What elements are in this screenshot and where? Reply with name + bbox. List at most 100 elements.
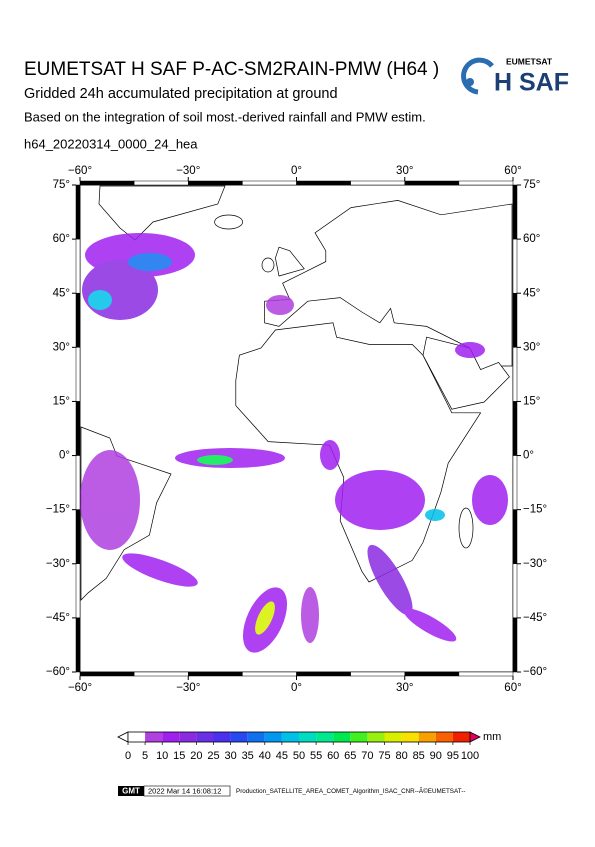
frame-segment [133, 180, 189, 186]
frame-segment [296, 180, 351, 186]
lon-label: 0° [291, 165, 302, 177]
color-bin [213, 732, 231, 742]
frame-segment [512, 509, 518, 565]
file-id: h64_20220314_0000_24_hea [24, 136, 198, 151]
lat-label: 30° [523, 341, 540, 353]
frame-segment [188, 671, 243, 677]
frame-segment [75, 455, 81, 510]
rain-area [472, 475, 508, 525]
lon-label: −30° [176, 682, 200, 694]
colorbar-label: 70 [361, 750, 373, 762]
frame-segment [75, 292, 81, 348]
color-bin [247, 732, 265, 742]
color-bin [128, 732, 146, 742]
frame-segment [512, 184, 518, 240]
frame-segment [350, 671, 405, 677]
rain-area [335, 470, 425, 530]
lat-label: −15° [46, 504, 70, 516]
rain-area [320, 440, 340, 470]
rain-area [255, 601, 275, 635]
rain-area [197, 455, 233, 465]
lon-label: −60° [68, 165, 92, 177]
arabia [422, 336, 510, 410]
color-bin [367, 732, 385, 742]
frame-segment [75, 238, 81, 294]
rain-area [122, 553, 198, 587]
colorbar-label: 30 [224, 750, 236, 762]
logo-dot [466, 78, 474, 86]
lat-label: 60° [53, 233, 70, 245]
colorbar-label: 15 [173, 750, 185, 762]
lat-label: 0° [59, 450, 70, 462]
title: EUMETSAT H SAF P-AC-SM2RAIN-PMW (H64 ) [24, 59, 439, 80]
logo-background [452, 45, 582, 105]
color-bin [145, 732, 163, 742]
timestamp-box [143, 785, 231, 797]
lat-label: 75° [53, 179, 70, 191]
colorbar-label: 85 [413, 750, 425, 762]
colorbar-label: 55 [310, 750, 322, 762]
frame-segment [512, 401, 518, 456]
frame-segment [242, 671, 297, 677]
colorbar: 0 5 10 15 20 25 30 35 40 45 50 55 60 65 70 75 80 85 90 95 10… [117, 731, 501, 762]
lat-label: 30° [53, 341, 70, 353]
frame-segment [512, 563, 518, 619]
frame-segment [188, 180, 243, 186]
lon-label: −60° [68, 682, 92, 694]
colorbar-label: 95 [447, 750, 459, 762]
color-bin [196, 732, 214, 742]
colorbar-label: 0 [125, 750, 131, 762]
color-bin [179, 732, 197, 742]
frame-segment [512, 238, 518, 294]
frame-segment [458, 671, 514, 677]
colorbar-label: 25 [207, 750, 219, 762]
footer: GMT 2022 Mar 14 16:08:12 Production_SATE… [118, 785, 465, 797]
frame-segment [75, 617, 81, 673]
colorbar-label: 5 [142, 750, 148, 762]
ireland [261, 257, 275, 273]
color-bin [162, 732, 180, 742]
production: Production_SATELLITE_AREA_COMET_Algorith… [236, 786, 465, 795]
rain-area [266, 295, 294, 315]
map: −60°−60°−30°−30°0°0°30°30°60°60°75° 75°60… [46, 165, 547, 694]
colorbar-label: 80 [395, 750, 407, 762]
rain-area [88, 290, 112, 310]
color-bin [452, 732, 470, 742]
colorbar-label: 40 [259, 750, 271, 762]
color-bin [350, 732, 368, 742]
description: Based on the integration of soil most.-d… [24, 109, 426, 124]
frame-segment [75, 184, 81, 240]
lat-label: 60° [523, 233, 540, 245]
color-bin [299, 732, 317, 742]
frame-segment [458, 180, 514, 186]
colorbar-label: 35 [242, 750, 254, 762]
frame-segment [512, 292, 518, 348]
frame-segment [350, 180, 405, 186]
lat-label: 75° [523, 179, 540, 191]
color-bin [333, 732, 351, 742]
frame-segment [404, 180, 460, 186]
greenland [98, 185, 226, 241]
logo-org: EUMETSAT [506, 56, 553, 66]
colorbar-label: 10 [156, 750, 168, 762]
rain-area [80, 450, 140, 550]
great-britain [275, 246, 305, 277]
lat-label: −15° [523, 504, 547, 516]
rain-area [128, 253, 172, 271]
rain-area [403, 608, 457, 642]
color-bin [418, 732, 436, 742]
frame-segment [75, 509, 81, 565]
lon-label: 30° [396, 682, 413, 694]
logo: EUMETSAT H SAF [452, 45, 582, 105]
frame-segment [133, 671, 189, 677]
lat-label: 0° [523, 450, 534, 462]
gmt-badge [118, 786, 144, 796]
lat-label: −60° [46, 666, 70, 678]
color-bin [401, 732, 419, 742]
logo-name: H SAF [494, 69, 569, 97]
lat-label: −45° [46, 612, 70, 624]
rain-area [425, 509, 445, 521]
lat-label: −30° [523, 558, 547, 570]
madagascar [458, 507, 474, 549]
